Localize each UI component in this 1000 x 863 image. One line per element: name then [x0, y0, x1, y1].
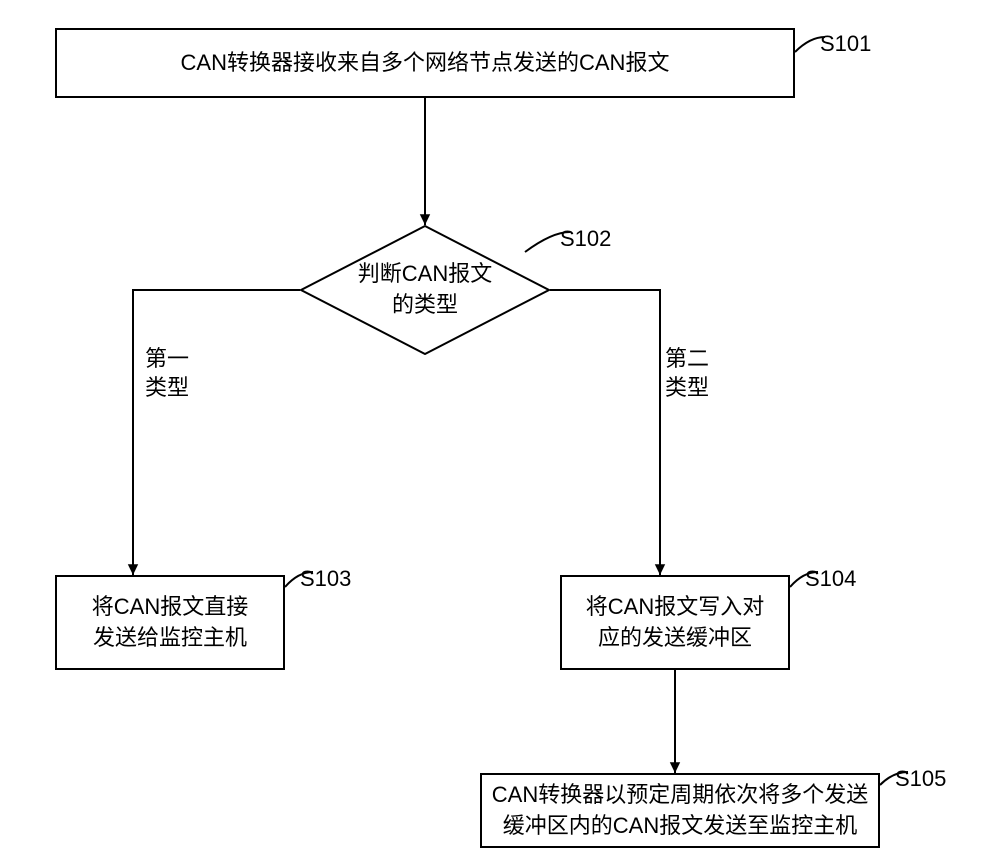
- tag-connector-s103: [0, 0, 1000, 863]
- tag-connector-s102: [0, 0, 1000, 863]
- tag-s105: S105: [895, 765, 946, 794]
- edge-s104-s105: [0, 0, 1000, 863]
- node-s101-text: CAN转换器接收来自多个网络节点发送的CAN报文: [181, 48, 670, 79]
- tag-connector-s101: [0, 0, 1000, 863]
- tag-s102: S102: [560, 225, 611, 254]
- node-s103: 将CAN报文直接 发送给监控主机: [55, 575, 285, 670]
- tag-s103: S103: [300, 565, 351, 594]
- node-s103-text: 将CAN报文直接 发送给监控主机: [92, 592, 248, 654]
- node-s102-text: 判断CAN报文 的类型: [358, 259, 492, 321]
- tag-connector-s105: [0, 0, 1000, 863]
- node-s104: 将CAN报文写入对 应的发送缓冲区: [560, 575, 790, 670]
- edge-s102-s103: [0, 0, 1000, 863]
- edge-s101-s102: [0, 0, 1000, 863]
- tag-s101: S101: [820, 30, 871, 59]
- node-s102: 判断CAN报文 的类型: [300, 225, 550, 355]
- flowchart-canvas: CAN转换器接收来自多个网络节点发送的CAN报文 S101 判断CAN报文 的类型 S…: [0, 0, 1000, 863]
- node-s105: CAN转换器以预定周期依次将多个发送 缓冲区内的CAN报文发送至监控主机: [480, 773, 880, 848]
- node-s105-text: CAN转换器以预定周期依次将多个发送 缓冲区内的CAN报文发送至监控主机: [492, 780, 868, 842]
- edge-label-right: 第二 类型: [665, 345, 709, 402]
- node-s104-text: 将CAN报文写入对 应的发送缓冲区: [586, 592, 764, 654]
- node-s101: CAN转换器接收来自多个网络节点发送的CAN报文: [55, 28, 795, 98]
- tag-connector-s104: [0, 0, 1000, 863]
- edge-s102-s104: [0, 0, 1000, 863]
- edge-label-left: 第一 类型: [145, 345, 189, 402]
- tag-s104: S104: [805, 565, 856, 594]
